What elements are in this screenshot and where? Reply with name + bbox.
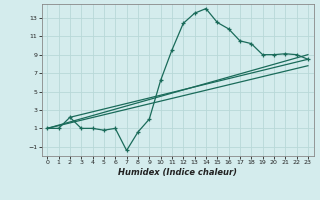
X-axis label: Humidex (Indice chaleur): Humidex (Indice chaleur)	[118, 168, 237, 177]
